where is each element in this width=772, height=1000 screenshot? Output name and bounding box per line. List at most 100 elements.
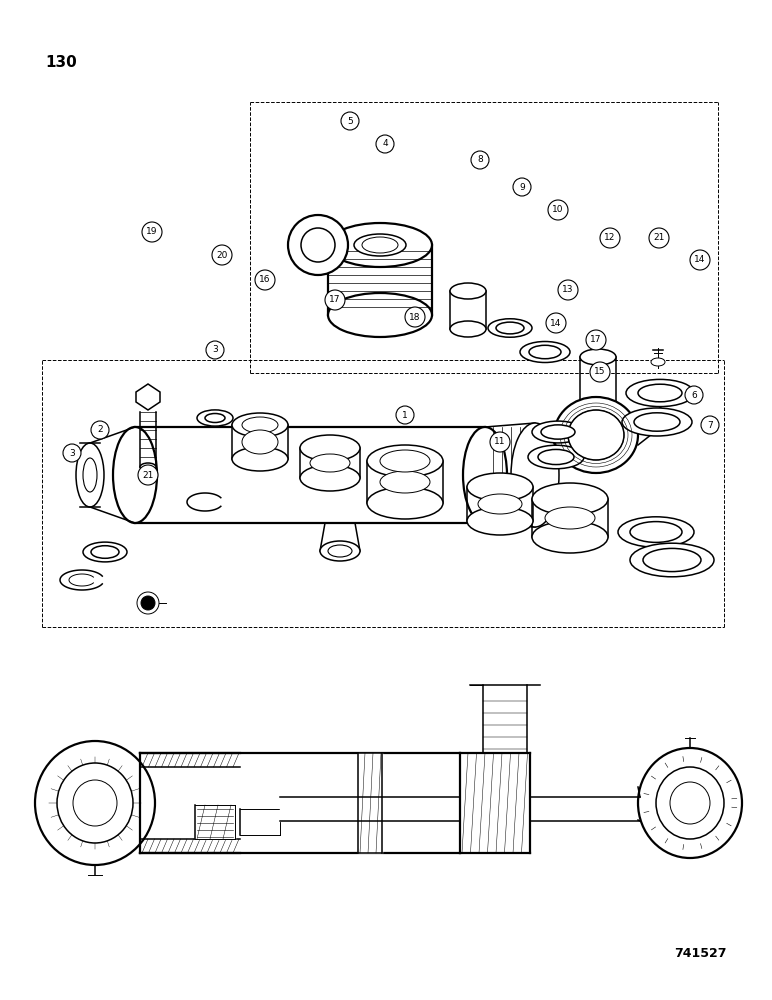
Polygon shape xyxy=(140,839,240,853)
Ellipse shape xyxy=(538,449,574,465)
Text: 21: 21 xyxy=(653,233,665,242)
Ellipse shape xyxy=(634,413,680,431)
Ellipse shape xyxy=(242,417,278,433)
Circle shape xyxy=(255,270,275,290)
Text: 7: 7 xyxy=(707,420,713,430)
Ellipse shape xyxy=(511,423,559,527)
Text: 5: 5 xyxy=(347,116,353,125)
Circle shape xyxy=(600,228,620,248)
Circle shape xyxy=(212,245,232,265)
Circle shape xyxy=(649,228,669,248)
Text: 18: 18 xyxy=(409,312,421,322)
Ellipse shape xyxy=(300,465,360,491)
Ellipse shape xyxy=(463,427,507,523)
Ellipse shape xyxy=(57,763,133,843)
Ellipse shape xyxy=(197,410,233,426)
Ellipse shape xyxy=(638,384,682,402)
Ellipse shape xyxy=(35,741,155,865)
Ellipse shape xyxy=(496,322,524,334)
Ellipse shape xyxy=(232,447,288,471)
Text: 13: 13 xyxy=(562,286,574,294)
Ellipse shape xyxy=(630,543,714,577)
Ellipse shape xyxy=(467,507,533,535)
Circle shape xyxy=(405,307,425,327)
Text: 12: 12 xyxy=(604,233,616,242)
Ellipse shape xyxy=(450,321,486,337)
Text: 17: 17 xyxy=(591,336,601,344)
Ellipse shape xyxy=(113,427,157,523)
Text: 14: 14 xyxy=(694,255,706,264)
Ellipse shape xyxy=(618,517,694,547)
Ellipse shape xyxy=(488,319,532,337)
Ellipse shape xyxy=(580,349,616,365)
Circle shape xyxy=(142,222,162,242)
Circle shape xyxy=(341,112,359,130)
Circle shape xyxy=(586,330,606,350)
Polygon shape xyxy=(280,797,460,821)
Ellipse shape xyxy=(568,410,624,460)
Ellipse shape xyxy=(320,541,360,561)
Circle shape xyxy=(91,421,109,439)
Ellipse shape xyxy=(141,596,155,610)
Ellipse shape xyxy=(310,454,350,472)
Text: 130: 130 xyxy=(45,55,76,70)
Ellipse shape xyxy=(73,780,117,826)
Circle shape xyxy=(396,406,414,424)
Circle shape xyxy=(548,200,568,220)
Circle shape xyxy=(63,444,81,462)
Ellipse shape xyxy=(467,473,533,501)
Ellipse shape xyxy=(301,228,335,262)
Ellipse shape xyxy=(83,458,97,492)
Text: 19: 19 xyxy=(146,228,157,236)
Ellipse shape xyxy=(528,445,584,469)
Circle shape xyxy=(376,135,394,153)
Ellipse shape xyxy=(656,767,724,839)
Text: 10: 10 xyxy=(552,206,564,215)
Circle shape xyxy=(206,341,224,359)
Ellipse shape xyxy=(380,471,430,493)
Ellipse shape xyxy=(362,237,398,253)
Ellipse shape xyxy=(532,483,608,515)
Ellipse shape xyxy=(76,443,104,507)
Ellipse shape xyxy=(651,358,665,366)
Ellipse shape xyxy=(328,223,432,267)
Text: 17: 17 xyxy=(329,296,340,304)
Text: 4: 4 xyxy=(382,139,388,148)
Text: 16: 16 xyxy=(259,275,271,284)
Text: 20: 20 xyxy=(216,250,228,259)
Ellipse shape xyxy=(670,782,710,824)
Text: 8: 8 xyxy=(477,155,482,164)
Circle shape xyxy=(690,250,710,270)
Ellipse shape xyxy=(328,293,432,337)
Ellipse shape xyxy=(232,413,288,437)
Circle shape xyxy=(685,386,703,404)
Ellipse shape xyxy=(545,507,595,529)
Text: 14: 14 xyxy=(550,318,562,328)
Text: 11: 11 xyxy=(494,438,506,446)
Ellipse shape xyxy=(532,421,584,443)
Ellipse shape xyxy=(140,463,156,471)
Ellipse shape xyxy=(328,545,352,557)
Ellipse shape xyxy=(554,397,638,473)
Text: 1: 1 xyxy=(402,410,408,420)
Ellipse shape xyxy=(242,430,278,454)
Circle shape xyxy=(546,313,566,333)
Ellipse shape xyxy=(205,414,225,422)
Ellipse shape xyxy=(478,494,522,514)
Ellipse shape xyxy=(83,542,127,562)
Ellipse shape xyxy=(520,342,570,362)
Ellipse shape xyxy=(380,450,430,472)
Circle shape xyxy=(471,151,489,169)
Ellipse shape xyxy=(622,408,692,436)
Ellipse shape xyxy=(367,445,443,477)
Ellipse shape xyxy=(450,283,486,299)
Ellipse shape xyxy=(300,435,360,461)
Circle shape xyxy=(590,362,610,382)
Text: 2: 2 xyxy=(97,426,103,434)
Ellipse shape xyxy=(354,234,406,256)
Ellipse shape xyxy=(529,345,561,359)
Text: 3: 3 xyxy=(212,346,218,355)
Ellipse shape xyxy=(643,548,701,572)
Polygon shape xyxy=(240,809,280,835)
Text: 741527: 741527 xyxy=(675,947,727,960)
